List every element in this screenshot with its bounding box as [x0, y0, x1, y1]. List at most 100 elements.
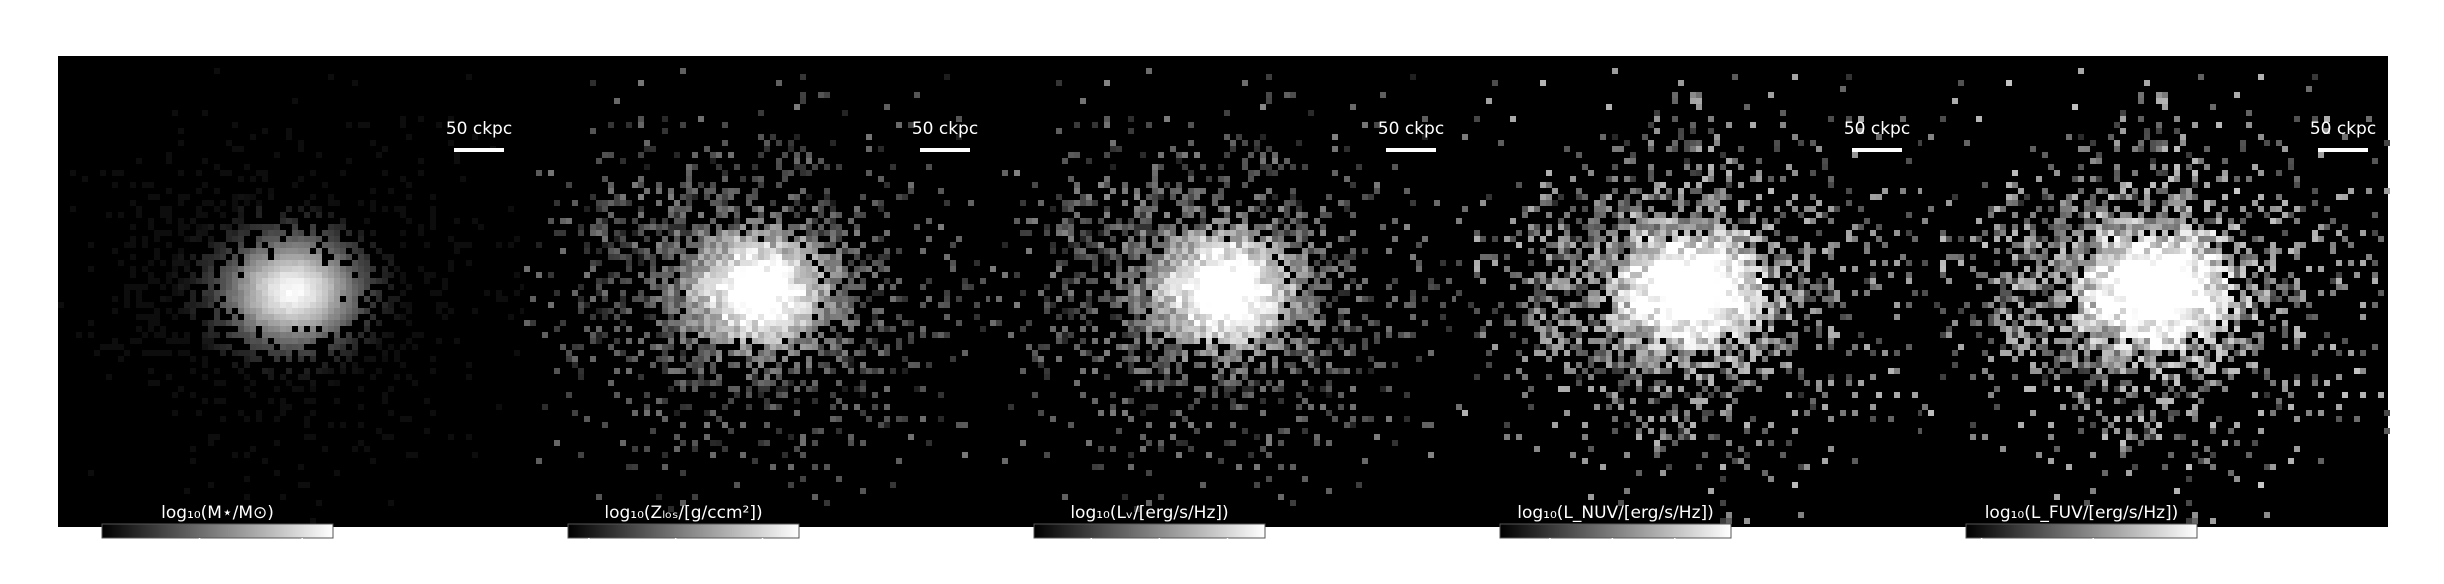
pixel [926, 218, 932, 224]
pixel [376, 338, 382, 344]
pixel [244, 272, 250, 278]
pixel [1678, 254, 1684, 260]
pixel [280, 404, 286, 410]
pixel [202, 182, 208, 188]
pixel [650, 314, 656, 320]
pixel [1678, 314, 1684, 320]
pixel [166, 242, 172, 248]
pixel [1170, 434, 1176, 440]
pixel [1194, 224, 1200, 230]
pixel [1242, 290, 1248, 296]
pixel [1504, 320, 1510, 326]
pixel [830, 344, 836, 350]
pixel [1236, 314, 1242, 320]
pixel [1140, 152, 1146, 158]
pixel [298, 140, 304, 146]
pixel [1612, 230, 1618, 236]
pixel [1660, 284, 1666, 290]
pixel [1224, 314, 1230, 320]
pixel [1858, 128, 1864, 134]
pixel [1882, 350, 1888, 356]
pixel [1630, 338, 1636, 344]
pixel [1564, 350, 1570, 356]
pixel [1522, 278, 1528, 284]
pixel [788, 284, 794, 290]
pixel [1176, 272, 1182, 278]
pixel [1642, 326, 1648, 332]
pixel [400, 290, 406, 296]
pixel [1540, 296, 1546, 302]
pixel [668, 188, 674, 194]
pixel [1194, 290, 1200, 296]
pixel [1092, 338, 1098, 344]
pixel [710, 344, 716, 350]
pixel [1194, 386, 1200, 392]
pixel [938, 332, 944, 338]
pixel [1798, 248, 1804, 254]
pixel [1086, 158, 1092, 164]
pixel [830, 266, 836, 272]
pixel [1146, 260, 1152, 266]
pixel [884, 248, 890, 254]
pixel [1684, 320, 1690, 326]
pixel [1338, 236, 1344, 242]
pixel [818, 308, 824, 314]
pixel [1254, 272, 1260, 278]
pixel [770, 296, 776, 302]
pixel [1618, 260, 1624, 266]
pixel [794, 326, 800, 332]
pixel [1062, 278, 1068, 284]
pixel [668, 386, 674, 392]
pixel [698, 272, 704, 278]
pixel [572, 200, 578, 206]
pixel [1516, 302, 1522, 308]
pixel [1816, 326, 1822, 332]
pixel [728, 194, 734, 200]
pixel [352, 344, 358, 350]
pixel [1188, 212, 1194, 218]
pixel [1320, 248, 1326, 254]
pixel [962, 350, 968, 356]
pixel [268, 302, 274, 308]
pixel [1164, 362, 1170, 368]
pixel [1224, 302, 1230, 308]
pixel [334, 398, 340, 404]
pixel [752, 266, 758, 272]
pixel [590, 266, 596, 272]
pixel [1780, 302, 1786, 308]
pixel [1074, 308, 1080, 314]
pixel [806, 386, 812, 392]
pixel [734, 224, 740, 230]
pixel [1912, 290, 1918, 296]
pixel [620, 236, 626, 242]
pixel [1702, 350, 1708, 356]
pixel [184, 224, 190, 230]
pixel [1648, 326, 1654, 332]
pixel [1756, 308, 1762, 314]
pixel [704, 350, 710, 356]
pixel [262, 248, 268, 254]
pixel [1038, 410, 1044, 416]
pixel [352, 266, 358, 272]
pixel [584, 206, 590, 212]
pixel [812, 428, 818, 434]
pixel [1254, 284, 1260, 290]
pixel [322, 278, 328, 284]
pixel [1176, 248, 1182, 254]
pixel [1326, 392, 1332, 398]
pixel [1660, 326, 1666, 332]
pixel [262, 170, 268, 176]
pixel [1206, 266, 1212, 272]
pixel [178, 128, 184, 134]
pixel [1110, 146, 1116, 152]
pixel [1194, 308, 1200, 314]
pixel [848, 368, 854, 374]
pixel [578, 302, 584, 308]
pixel [286, 278, 292, 284]
pixel [1612, 320, 1618, 326]
pixel [1260, 308, 1266, 314]
pixel [358, 332, 364, 338]
pixel [394, 314, 400, 320]
pixel [1362, 194, 1368, 200]
pixel [136, 212, 142, 218]
